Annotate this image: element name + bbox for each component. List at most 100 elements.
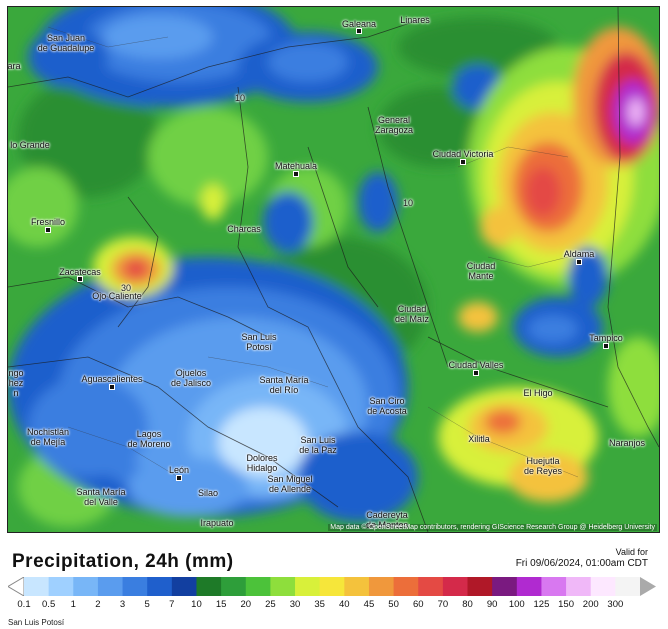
city-label: Zacatecas <box>59 267 101 277</box>
legend-tick: 40 <box>339 599 350 610</box>
legend-tick: 0.5 <box>42 599 56 610</box>
city-label: Tampico <box>589 333 623 343</box>
legend-tick: 80 <box>462 599 473 610</box>
city-marker <box>603 343 609 349</box>
legend-swatch <box>196 577 222 596</box>
precipitation-map[interactable]: San Juan de Guadalupe Galeana Linares lo … <box>7 6 660 533</box>
legend-swatch <box>48 577 74 596</box>
city-marker <box>576 259 582 265</box>
city-label: Irapuato <box>200 518 234 528</box>
city-marker <box>176 475 182 481</box>
city-marker <box>45 227 51 233</box>
city-label: Ojuelos de Jalisco <box>170 368 212 388</box>
contour-label: 30 <box>120 283 132 293</box>
legend-swatch <box>171 577 197 596</box>
city-label: General Zaragoza <box>374 115 414 135</box>
legend-tick: 20 <box>240 599 252 610</box>
city-label: Nochistlán de Mejía <box>26 427 70 447</box>
map-raster <box>8 7 659 532</box>
legend-swatch <box>368 577 395 596</box>
city-label: ara <box>7 61 21 71</box>
legend-tick: 100 <box>508 599 525 610</box>
city-marker <box>356 28 362 34</box>
city-label: Cadereyta de Montes <box>365 510 409 530</box>
map-attribution[interactable]: Map data © OpenStreetMap contributors, r… <box>328 524 657 531</box>
legend-arrow-left <box>8 577 25 596</box>
legend-swatch <box>418 577 444 596</box>
valid-time: Fri 09/06/2024, 01:00am CDT <box>515 558 648 569</box>
legend-tick: 90 <box>486 599 498 610</box>
city-label: Aldama <box>563 249 595 259</box>
legend-swatch <box>615 577 641 596</box>
legend-tick: 125 <box>533 599 550 610</box>
legend-swatch <box>147 577 173 596</box>
valid-for-label: Valid for <box>615 547 648 557</box>
city-label: Linares <box>400 15 430 25</box>
city-label: Ojo Caliente <box>92 291 142 301</box>
legend-swatch <box>270 577 296 596</box>
city-label: Ciudad Mante <box>466 261 496 281</box>
city-marker <box>293 171 299 177</box>
legend-tick: 35 <box>314 599 325 610</box>
legend-tick-labels: 0.1 0.5 1 2 3 5 7 10 15 20 25 30 35 40 45 50 60 70 80 90 100… <box>0 599 668 613</box>
legend-tick: 25 <box>265 599 276 610</box>
city-label: Galeana <box>341 19 377 29</box>
footer-location: San Luis Potosí <box>8 618 65 627</box>
city-label: San Luis de la Paz <box>299 435 337 455</box>
legend-swatch <box>590 577 616 596</box>
legend-tick: 15 <box>215 599 227 610</box>
city-marker <box>460 159 466 165</box>
city-label: San Miguel de Allende <box>267 474 313 494</box>
legend-tick: 60 <box>412 599 424 610</box>
contour-label: 10 <box>234 93 246 103</box>
legend-swatch <box>467 577 493 596</box>
legend-swatch <box>221 577 247 596</box>
legend-tick: 10 <box>191 599 202 610</box>
city-marker <box>109 384 115 390</box>
color-legend <box>8 577 656 596</box>
legend-tick: 200 <box>582 599 599 610</box>
city-marker <box>77 276 83 282</box>
legend-tick: 70 <box>437 599 449 610</box>
city-label: Ciudad del Maíz <box>394 304 430 324</box>
city-marker <box>473 370 479 376</box>
city-label: El Higo <box>523 388 553 398</box>
city-label: Santa María del Río <box>259 375 309 395</box>
city-label: lo Grande <box>10 140 50 150</box>
legend-swatch <box>122 577 148 596</box>
contour-label: 10 <box>402 198 414 208</box>
legend-tick: 2 <box>95 599 101 610</box>
legend-arrow-right <box>640 577 656 596</box>
city-label: San Juan de Guadalupe <box>37 33 95 53</box>
city-label: Aguascalientes <box>81 374 143 384</box>
legend-tick: 50 <box>388 599 399 610</box>
legend-swatch <box>295 577 321 596</box>
legend-tick: 30 <box>289 599 301 610</box>
legend-tick: 5 <box>144 599 150 610</box>
city-label: San Ciro de Acosta <box>367 396 407 416</box>
city-label: ngo hez n <box>8 368 24 398</box>
city-label: Ciudad Victoria <box>432 149 494 159</box>
city-label: Huejutla de Reyes <box>523 456 563 476</box>
legend-swatch <box>393 577 419 596</box>
legend-swatch <box>442 577 469 596</box>
legend-swatch <box>344 577 370 596</box>
legend-tick: 0.1 <box>17 599 31 610</box>
city-label: Lagos de Moreno <box>127 429 171 449</box>
legend-swatch <box>516 577 542 596</box>
city-label: Naranjos <box>608 438 646 448</box>
city-label: Matehuala <box>274 161 318 171</box>
city-label: Fresnillo <box>30 217 66 227</box>
legend-swatch <box>541 577 567 596</box>
city-label: Ciudad Valles <box>448 360 504 370</box>
legend-tick: 45 <box>363 599 375 610</box>
legend-swatch <box>492 577 518 596</box>
city-label: Santa María del Valle <box>76 487 126 507</box>
city-label: León <box>168 465 190 475</box>
legend-swatch <box>24 577 50 596</box>
city-label: Xilitla <box>468 434 490 444</box>
legend-swatch <box>319 577 345 596</box>
legend-swatch <box>73 577 99 596</box>
city-label: Charcas <box>227 224 261 234</box>
legend-tick: 300 <box>607 599 624 610</box>
